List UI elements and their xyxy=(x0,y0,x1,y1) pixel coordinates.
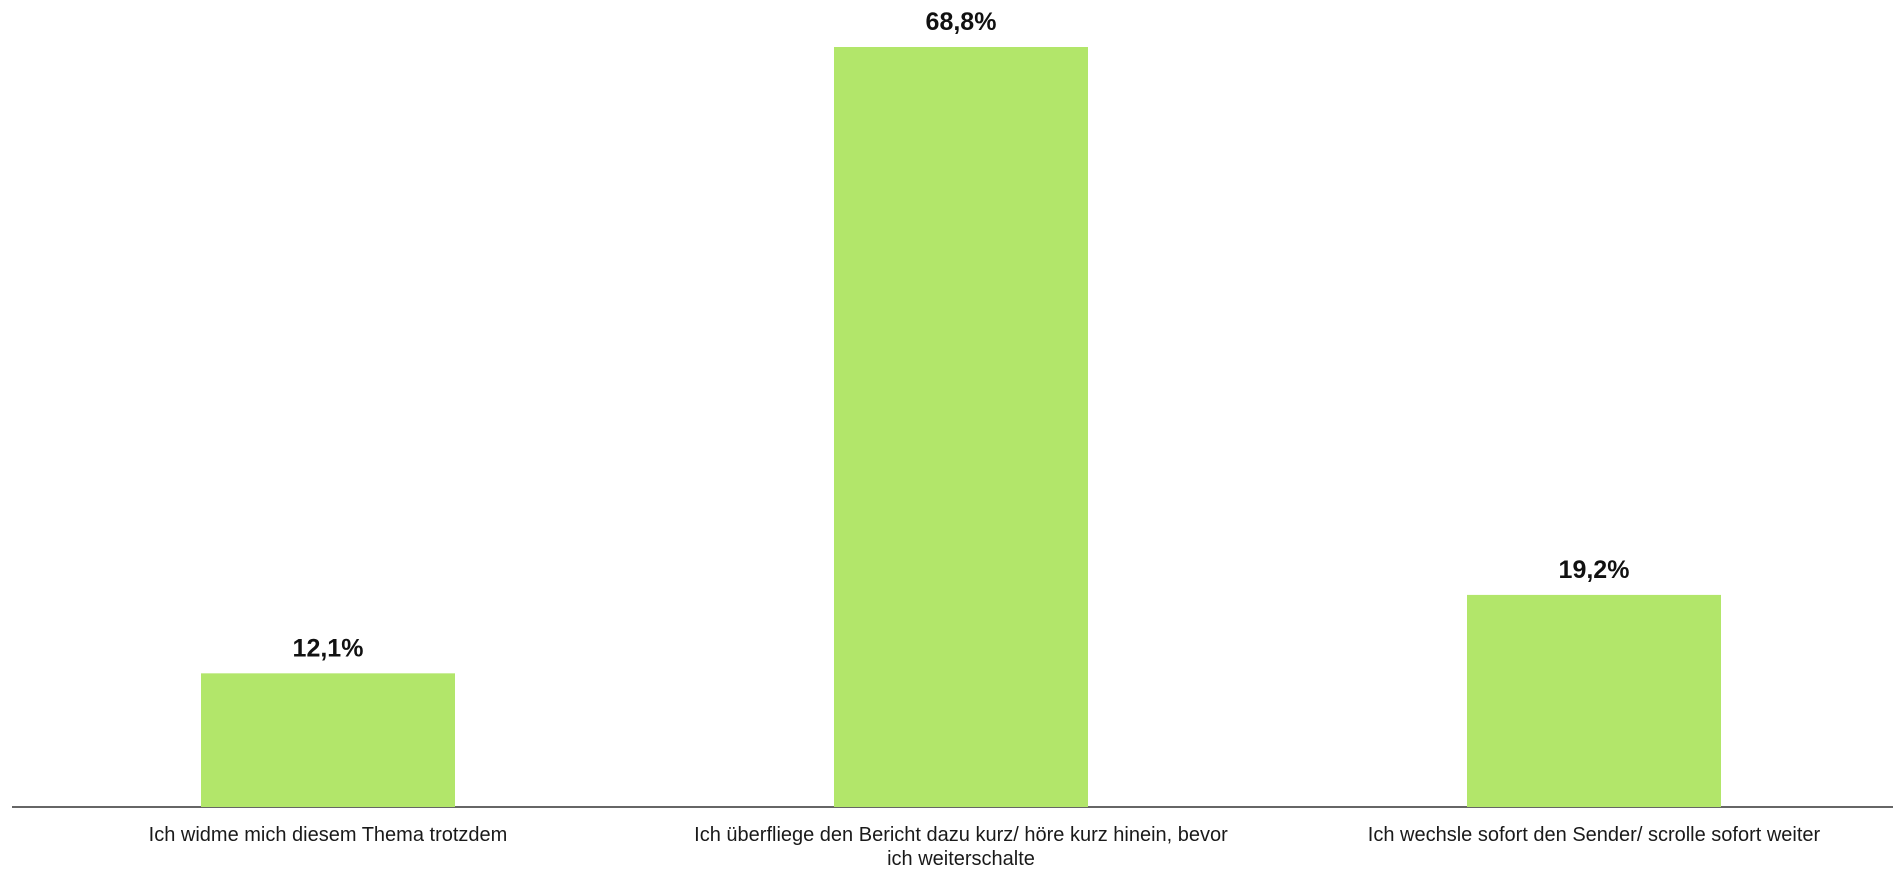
category-labels-group: Ich widme mich diesem Thema trotzdem Ich … xyxy=(149,824,1821,869)
category-label-1-line-1: Ich widme mich diesem Thema trotzdem xyxy=(149,824,508,846)
category-label-1: Ich widme mich diesem Thema trotzdem xyxy=(149,824,508,846)
bar-3 xyxy=(1467,594,1721,807)
value-label-2: 68,8% xyxy=(926,8,997,36)
bar-2 xyxy=(834,47,1088,807)
category-label-2-line-2: ich weiterschalte xyxy=(887,848,1035,869)
category-label-3-line-1: Ich wechsle sofort den Sender/ scrolle s… xyxy=(1368,824,1821,846)
category-label-2: Ich überfliege den Bericht dazu kurz/ hö… xyxy=(694,824,1228,869)
bars-group xyxy=(201,47,1721,807)
value-labels-group: 12,1% 68,8% 19,2% xyxy=(293,8,1630,662)
value-label-1: 12,1% xyxy=(293,634,364,662)
category-label-2-line-1: Ich überfliege den Bericht dazu kurz/ hö… xyxy=(694,824,1228,846)
value-label-3: 19,2% xyxy=(1559,556,1630,584)
bar-1 xyxy=(201,673,455,807)
category-label-3: Ich wechsle sofort den Sender/ scrolle s… xyxy=(1368,824,1821,846)
